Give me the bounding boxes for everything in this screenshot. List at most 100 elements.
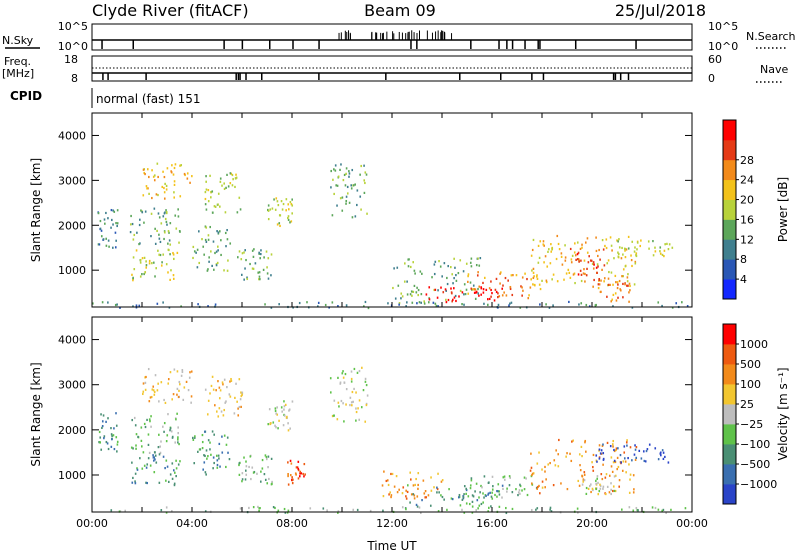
range-cell [413, 497, 416, 500]
range-cell [498, 493, 501, 496]
range-cell [398, 302, 401, 305]
range-cell [155, 193, 158, 196]
range-cell [131, 481, 134, 484]
range-cell [172, 277, 175, 280]
range-cell [628, 300, 630, 303]
range-cell [427, 494, 430, 497]
range-cell [341, 372, 344, 375]
range-cell [570, 261, 573, 264]
range-cell [340, 399, 343, 403]
range-cell [113, 447, 116, 451]
range-cell [579, 247, 582, 251]
range-cell [237, 414, 240, 417]
range-cell [244, 249, 246, 252]
range-cell [564, 259, 567, 262]
range-cell [523, 488, 526, 491]
range-cell [458, 295, 460, 298]
range-cell [136, 468, 139, 471]
range-cell [605, 473, 608, 476]
range-cell [229, 182, 232, 185]
range-cell [153, 179, 156, 182]
range-cell [446, 282, 449, 286]
range-cell [350, 401, 353, 404]
range-cell [497, 296, 499, 299]
range-cell [201, 440, 204, 444]
range-cell [412, 290, 415, 293]
range-cell [150, 425, 152, 428]
range-cell [212, 240, 215, 243]
range-cell [671, 246, 674, 249]
range-cell [349, 403, 351, 407]
range-cell [499, 272, 501, 275]
range-cell [595, 482, 597, 485]
range-cell [196, 248, 199, 251]
range-cell [597, 283, 600, 286]
range-cell [291, 400, 294, 403]
range-cell [276, 223, 279, 226]
range-cell [623, 457, 626, 460]
range-cell [535, 508, 537, 511]
range-cell [531, 248, 534, 252]
range-cell [158, 253, 160, 256]
range-cell [207, 268, 209, 271]
range-cell [569, 452, 571, 455]
range-cell [414, 272, 416, 275]
range-cell [503, 475, 506, 478]
range-cell [625, 471, 627, 474]
range-cell [551, 248, 554, 251]
range-cell [625, 248, 628, 251]
range-cell [593, 278, 595, 282]
range-cell [582, 478, 585, 481]
colorbar-segment [723, 199, 736, 220]
range-cell [624, 265, 627, 268]
range-cell [606, 485, 609, 488]
range-cell [576, 507, 579, 510]
range-cell [391, 472, 394, 476]
range-cell [363, 305, 365, 308]
beam-label: Beam 09 [364, 1, 436, 20]
range-cell [362, 389, 365, 392]
range-cell [252, 267, 255, 270]
range-cell [204, 471, 207, 474]
range-cell [105, 420, 107, 423]
range-cell [626, 439, 628, 442]
range-cell [97, 243, 100, 246]
range-cell [478, 285, 481, 288]
range-cell [176, 393, 178, 396]
range-cell [469, 484, 472, 487]
range-cell [541, 468, 543, 471]
range-cell [198, 448, 201, 451]
range-cell [453, 277, 455, 280]
range-cell [357, 407, 359, 410]
range-cell [591, 262, 594, 265]
range-cell [483, 276, 486, 279]
range-cell [119, 306, 121, 309]
range-cell [547, 463, 550, 466]
range-cell [159, 451, 162, 454]
range-cell [248, 465, 250, 469]
range-cell [549, 461, 551, 465]
range-cell [463, 485, 466, 488]
range-cell [618, 238, 620, 241]
range-cell [157, 382, 159, 385]
range-cell [602, 443, 604, 446]
range-cell [162, 425, 164, 428]
range-cell [345, 202, 347, 205]
range-cell [625, 441, 628, 444]
range-cell [238, 250, 241, 253]
range-cell [463, 283, 466, 286]
range-cell [417, 472, 420, 475]
range-cell [208, 260, 210, 263]
range-cell [611, 443, 614, 446]
range-cell [597, 286, 600, 290]
range-cell [207, 455, 209, 458]
range-cell [440, 286, 442, 289]
range-cell [365, 402, 368, 406]
range-cell [386, 479, 389, 482]
range-cell [631, 306, 634, 309]
range-cell [547, 250, 549, 253]
range-cell [665, 511, 667, 514]
range-cell [396, 491, 399, 494]
range-cell [545, 478, 547, 481]
range-cell [139, 261, 142, 264]
